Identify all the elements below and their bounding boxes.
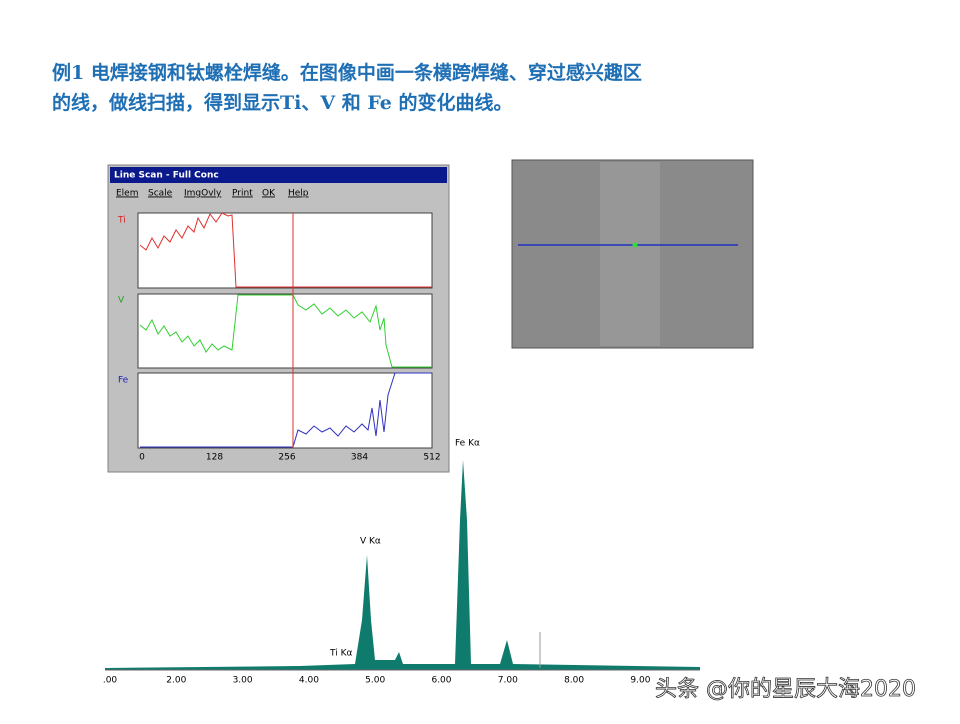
menu-item: Scale [148, 189, 173, 199]
peak-label: Fe Kα [455, 439, 480, 449]
x-tick-label: 7.00 [498, 676, 518, 686]
spectrum [105, 460, 700, 670]
panel-label: Fe [118, 376, 129, 386]
x-tick-label: 384 [351, 453, 368, 463]
v-trace [139, 294, 432, 368]
peak-label: Ti Kα [329, 649, 352, 659]
x-axis: 0 128 256 384 512 [139, 453, 440, 463]
x-tick-label: .00 [103, 676, 118, 686]
weld-zone [600, 162, 660, 346]
x-tick-label: 3.00 [233, 676, 253, 686]
fe-trace [140, 372, 432, 448]
menu-bar: Elem Scale ImgOvly Print OK Help [116, 189, 309, 199]
x-tick-label: 0 [139, 453, 145, 463]
menu-item: OK [262, 189, 276, 199]
menu-item: ImgOvly [184, 189, 222, 199]
title-bar [110, 167, 447, 183]
x-tick-label: 2.00 [166, 676, 186, 686]
x-tick-label: 5.00 [365, 676, 385, 686]
x-tick-label: 9.00 [630, 676, 650, 686]
x-tick-label: 512 [423, 453, 440, 463]
menu-item: Help [288, 189, 309, 199]
x-tick-label: 256 [278, 453, 295, 463]
x-tick-label: 4.00 [299, 676, 319, 686]
title-line: 例1 电焊接钢和钛螺栓焊缝。在图像中画一条横跨焊缝、穿过感兴趣区 [52, 61, 642, 84]
x-tick-label: 128 [206, 453, 223, 463]
x-tick-label: 8.00 [564, 676, 584, 686]
window-title: Line Scan - Full Conc [114, 171, 219, 181]
watermark: 头条 @你的星辰大海2020 [655, 677, 916, 702]
peak-label: V Kα [360, 537, 381, 547]
ti-trace [139, 212, 432, 288]
x-tick-label: 6.00 [431, 676, 451, 686]
panel-label: Ti [117, 216, 126, 226]
title-line: 的线，做线扫描，得到显示Ti、V 和 Fe 的变化曲线。 [52, 91, 512, 114]
panel [137, 212, 433, 289]
panel [137, 293, 433, 369]
menu-item: Elem [116, 189, 139, 199]
scan-marker [632, 242, 638, 248]
panel-label: V [118, 296, 125, 306]
menu-item: Print [232, 189, 253, 199]
panel [137, 372, 433, 449]
spectrum-x-axis: .00 2.00 3.00 4.00 5.00 6.00 7.00 8.00 9.00 [103, 676, 651, 686]
